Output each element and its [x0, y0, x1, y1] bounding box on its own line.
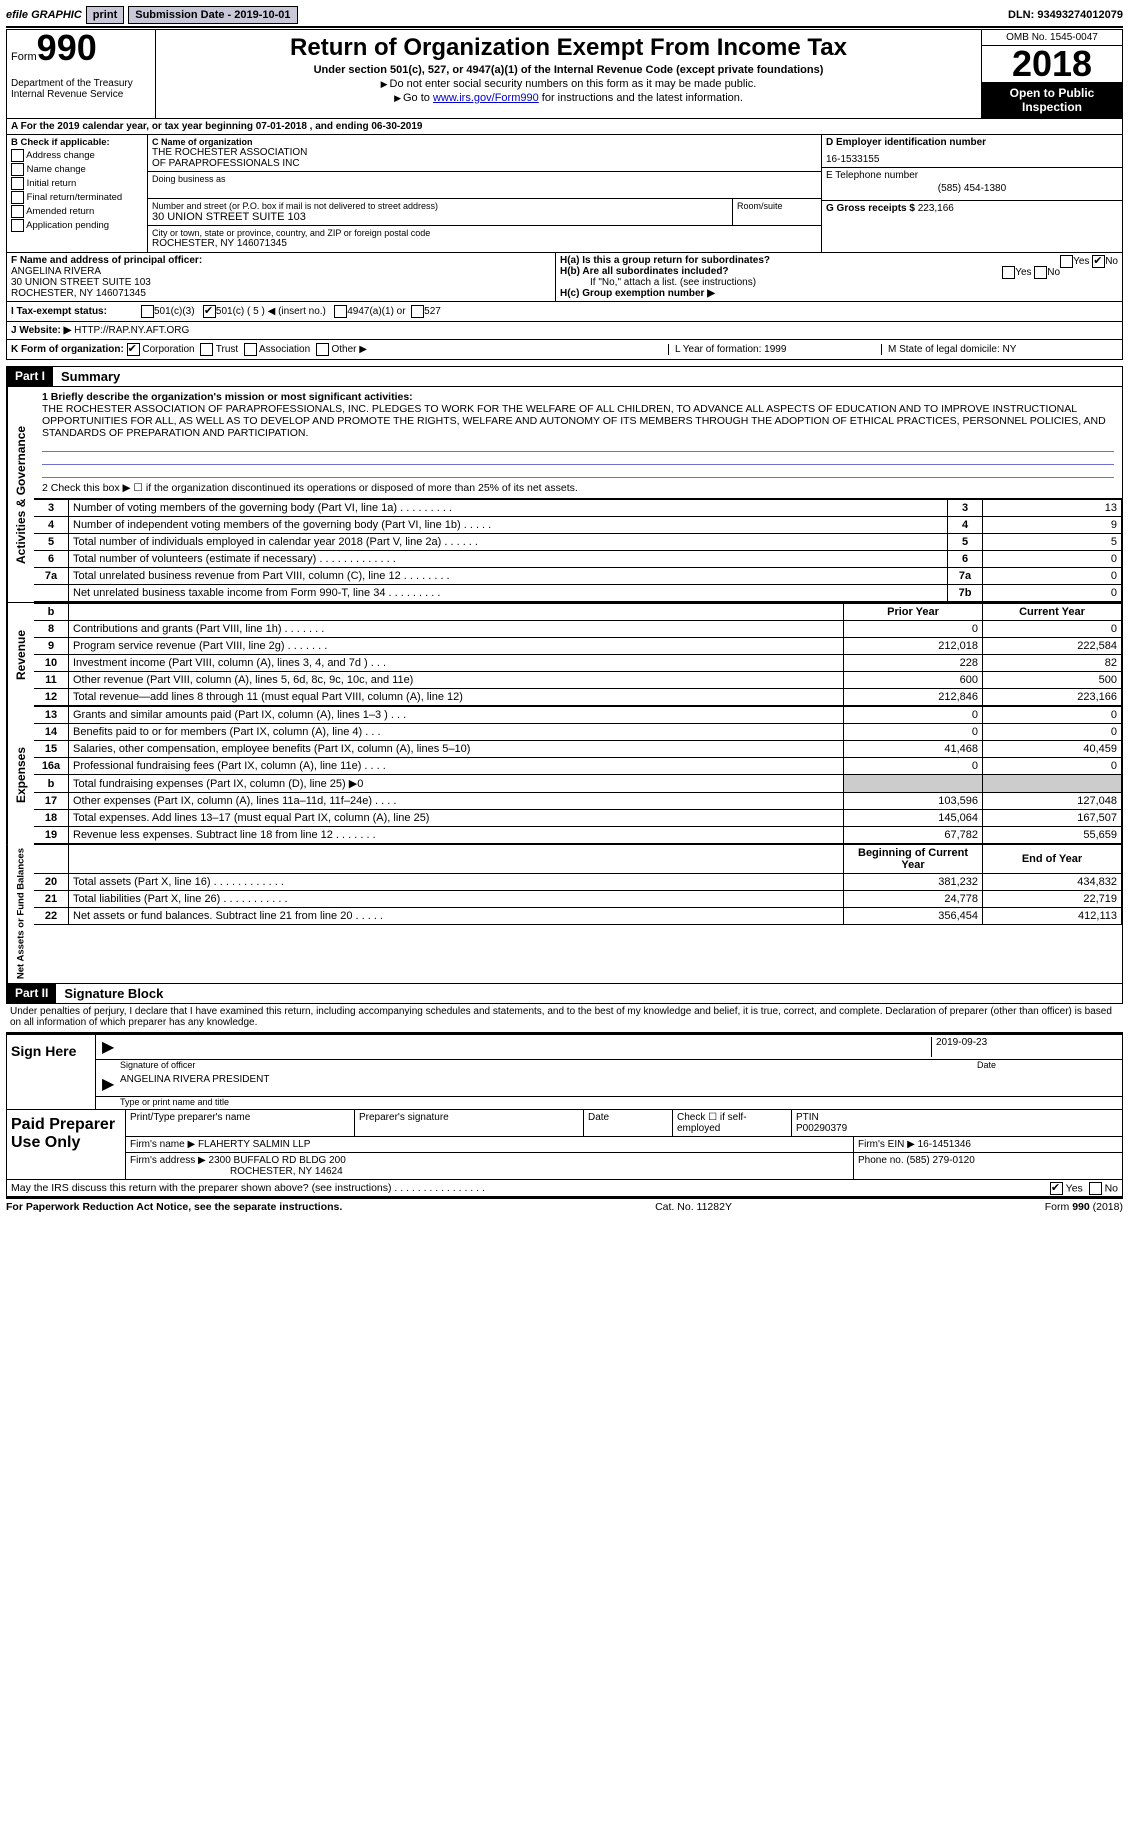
governance-table: 3Number of voting members of the governi… — [34, 499, 1122, 602]
sign-date: 2019-09-23 — [931, 1037, 1116, 1057]
print-button[interactable]: print — [86, 6, 124, 24]
firm-phone: (585) 279-0120 — [906, 1155, 974, 1166]
org-city: ROCHESTER, NY 146071345 — [152, 238, 817, 249]
mission-text: THE ROCHESTER ASSOCIATION OF PARAPROFESS… — [42, 403, 1114, 439]
expenses-label: Expenses — [7, 706, 34, 844]
footer-left: For Paperwork Reduction Act Notice, see … — [6, 1201, 342, 1213]
irs-link[interactable]: www.irs.gov/Form990 — [433, 92, 539, 104]
phone-value: (585) 454-1380 — [826, 183, 1118, 194]
open-public-label: Open to Public Inspection — [982, 82, 1122, 118]
note-ssn: Do not enter social security numbers on … — [390, 78, 757, 90]
netassets-table: Beginning of Current YearEnd of Year20To… — [34, 844, 1122, 925]
submission-date: Submission Date - 2019-10-01 — [128, 6, 297, 24]
firm-ein: 16-1451346 — [918, 1139, 971, 1150]
footer-mid: Cat. No. 11282Y — [655, 1201, 732, 1213]
form-word: Form — [11, 51, 37, 63]
paid-preparer-label: Paid Preparer Use Only — [7, 1110, 126, 1179]
form-title: Return of Organization Exempt From Incom… — [162, 34, 975, 62]
year-formation: L Year of formation: 1999 — [668, 344, 881, 355]
period-line: For the 2019 calendar year, or tax year … — [21, 121, 423, 132]
footer-right: Form 990 (2018) — [1045, 1201, 1123, 1213]
part1-title: Summary — [53, 367, 1122, 386]
part1-bar: Part I — [7, 367, 53, 386]
form-number: 990 — [37, 27, 97, 68]
revenue-label: Revenue — [7, 603, 34, 706]
part2-title: Signature Block — [56, 984, 1122, 1003]
ein-value: 16-1533155 — [826, 154, 1118, 165]
box-b-title: B Check if applicable: — [11, 137, 143, 148]
officer-name-title: ANGELINA RIVERA PRESIDENT — [120, 1074, 1116, 1094]
website-value: HTTP://RAP.NY.AFT.ORG — [74, 325, 189, 336]
netassets-label: Net Assets or Fund Balances — [7, 844, 34, 983]
firm-addr1: 2300 BUFFALO RD BLDG 200 — [209, 1155, 346, 1166]
revenue-table: bPrior YearCurrent Year8Contributions an… — [34, 603, 1122, 706]
form-header: Form990 Department of the Treasury Inter… — [6, 29, 1123, 119]
tax-year: 2018 — [982, 46, 1122, 82]
org-address: 30 UNION STREET SUITE 103 — [152, 211, 728, 223]
activities-label: Activities & Governance — [7, 387, 34, 602]
officer-name: ANGELINA RIVERA — [11, 266, 551, 277]
expenses-table: 13Grants and similar amounts paid (Part … — [34, 706, 1122, 844]
perjury-declaration: Under penalties of perjury, I declare th… — [6, 1004, 1123, 1030]
state-domicile: M State of legal domicile: NY — [881, 344, 1118, 355]
ptin-value: P00290379 — [796, 1123, 847, 1134]
org-name: THE ROCHESTER ASSOCIATION OF PARAPROFESS… — [152, 147, 817, 169]
efile-label: efile GRAPHIC — [6, 9, 82, 21]
top-bar: efile GRAPHIC print Submission Date - 20… — [6, 6, 1123, 28]
form-subtitle: Under section 501(c), 527, or 4947(a)(1)… — [162, 64, 975, 76]
sign-here-label: Sign Here — [7, 1035, 96, 1109]
dln-label: DLN: 93493274012079 — [1008, 9, 1123, 21]
part2-bar: Part II — [7, 984, 56, 1003]
gross-receipts: 223,166 — [918, 203, 954, 214]
dept-label: Department of the Treasury Internal Reve… — [11, 78, 151, 100]
firm-name: FLAHERTY SALMIN LLP — [198, 1139, 310, 1150]
discuss-question: May the IRS discuss this return with the… — [11, 1182, 485, 1194]
entity-info: B Check if applicable: Address change Na… — [6, 135, 1123, 253]
